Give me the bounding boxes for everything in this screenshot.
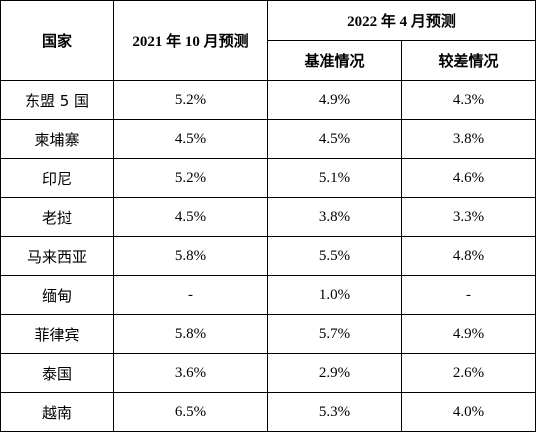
country-cell: 越南 [0, 392, 114, 432]
baseline-cell: 5.1% [267, 158, 402, 198]
table-row: 越南 6.5% 5.3% 4.0% [0, 392, 536, 432]
country-cell: 缅甸 [0, 275, 114, 315]
table-row: 马来西亚 5.8% 5.5% 4.8% [0, 236, 536, 276]
worse-case-cell: 4.9% [400, 314, 536, 354]
oct2021-cell: 5.8% [113, 314, 268, 354]
table-row: 印尼 5.2% 5.1% 4.6% [0, 158, 536, 198]
header-baseline: 基准情况 [267, 40, 402, 81]
table-row: 柬埔寨 4.5% 4.5% 3.8% [0, 119, 536, 159]
header-row-2: 基准情况 较差情况 [1, 40, 536, 81]
baseline-cell: 2.9% [267, 353, 402, 393]
header-oct2021-forecast: 2021 年 10 月预测 [113, 0, 268, 81]
table-row: 东盟 5 国 5.2% 4.9% 4.3% [0, 80, 536, 120]
oct2021-cell: - [113, 275, 268, 315]
country-cell: 老挝 [0, 197, 114, 237]
header-country: 国家 [0, 0, 114, 81]
worse-case-cell: 4.3% [400, 80, 536, 120]
table-row: 菲律宾 5.8% 5.7% 4.9% [0, 314, 536, 354]
baseline-cell: 5.7% [267, 314, 402, 354]
worse-case-cell: - [400, 275, 536, 315]
country-cell: 菲律宾 [0, 314, 114, 354]
baseline-cell: 5.3% [267, 392, 402, 432]
worse-case-cell: 3.8% [400, 119, 536, 159]
worse-case-cell: 4.8% [400, 236, 536, 276]
country-cell: 柬埔寨 [0, 119, 114, 159]
header-apr2022-forecast: 2022 年 4 月预测 [266, 0, 536, 41]
oct2021-cell: 5.2% [113, 80, 268, 120]
table-row: 老挝 4.5% 3.8% 3.3% [0, 197, 536, 237]
worse-case-cell: 2.6% [400, 353, 536, 393]
oct2021-cell: 5.2% [113, 158, 268, 198]
table-row: 缅甸 - 1.0% - [0, 275, 536, 315]
country-cell: 东盟 5 国 [0, 80, 114, 120]
baseline-cell: 4.9% [267, 80, 402, 120]
worse-case-cell: 4.6% [400, 158, 536, 198]
header-worse-case: 较差情况 [400, 40, 536, 81]
oct2021-cell: 5.8% [113, 236, 268, 276]
country-cell: 泰国 [0, 353, 114, 393]
oct2021-cell: 6.5% [113, 392, 268, 432]
header-row-1: 国家 2021 年 10 月预测 2022 年 4 月预测 [0, 0, 536, 81]
baseline-cell: 3.8% [267, 197, 402, 237]
worse-case-cell: 3.3% [400, 197, 536, 237]
country-cell: 马来西亚 [0, 236, 114, 276]
baseline-cell: 4.5% [267, 119, 402, 159]
oct2021-cell: 4.5% [113, 197, 268, 237]
table-row: 泰国 3.6% 2.9% 2.6% [0, 353, 536, 393]
baseline-cell: 1.0% [267, 275, 402, 315]
country-cell: 印尼 [0, 158, 114, 198]
baseline-cell: 5.5% [267, 236, 402, 276]
oct2021-cell: 3.6% [113, 353, 268, 393]
oct2021-cell: 4.5% [113, 119, 268, 159]
worse-case-cell: 4.0% [400, 392, 536, 432]
